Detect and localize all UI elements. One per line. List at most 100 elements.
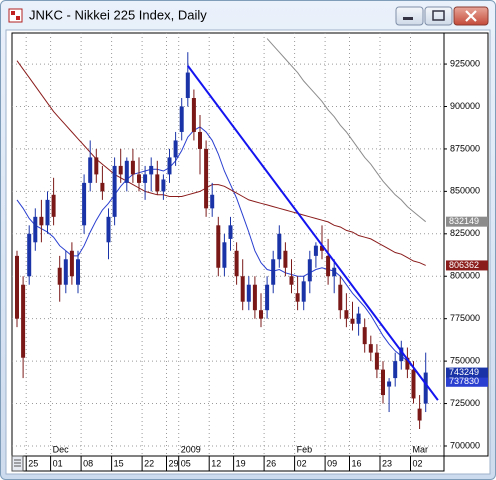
moving-average — [16, 60, 426, 266]
candle-body — [185, 72, 190, 99]
candle-body — [350, 318, 355, 324]
candle-body — [21, 284, 26, 358]
candle-body — [149, 165, 154, 175]
candle-body — [82, 182, 87, 226]
close-button[interactable] — [453, 6, 489, 26]
y-tick-label: 750000 — [450, 355, 480, 365]
plot-marks — [15, 38, 439, 430]
x-tick-label: 23 — [382, 458, 392, 468]
x-axis-panel — [11, 455, 445, 472]
candle-body — [374, 352, 379, 370]
y-tick-label: 800000 — [450, 271, 480, 281]
y-tick-label: 900000 — [450, 101, 480, 111]
candle-body — [344, 310, 349, 319]
last-value-label-box — [446, 376, 488, 387]
candle-body — [277, 233, 282, 260]
candle-body — [112, 165, 117, 217]
candle-body — [198, 131, 202, 149]
candle-body — [143, 174, 148, 183]
candle-body — [265, 284, 270, 311]
y-tick-label: 925000 — [450, 58, 480, 68]
candle-body — [320, 245, 324, 251]
candle-body — [191, 98, 196, 132]
app-icon — [8, 8, 23, 23]
x-tick-label: 22 — [144, 458, 154, 468]
last-value-label-box — [446, 216, 488, 227]
candle-body — [155, 174, 160, 192]
candle-body — [259, 310, 263, 319]
x-tick-label: 01 — [53, 458, 63, 468]
candle-body — [94, 157, 99, 175]
candle-body — [100, 182, 105, 192]
candle-body — [307, 259, 312, 282]
x-tick-label: 26 — [266, 458, 276, 468]
window-title: JNKC - Nikkei 225 Index, Daily — [29, 7, 207, 22]
y-tick-label: 875000 — [450, 143, 480, 153]
candle-body — [228, 225, 233, 239]
candle-body — [252, 284, 257, 311]
candle-body — [271, 259, 276, 285]
candle-body — [368, 344, 373, 353]
trendline — [186, 65, 439, 401]
x-tick-label: 25 — [28, 458, 38, 468]
month-label: Feb — [297, 444, 313, 454]
candle-body — [76, 259, 80, 285]
candle-body — [210, 194, 215, 209]
candle-body — [33, 216, 38, 243]
x-tick-label: 19 — [236, 458, 246, 468]
candle-body — [167, 157, 172, 175]
candle-body — [173, 140, 178, 158]
candle-body — [161, 179, 166, 192]
candle-body — [393, 361, 398, 379]
candle-body — [106, 216, 111, 243]
candle-body — [27, 233, 32, 277]
candle-body — [204, 148, 209, 209]
candle-body — [57, 267, 62, 285]
y-tick-label: 700000 — [450, 440, 480, 450]
x-tick-label: 16 — [352, 458, 362, 468]
x-tick-label: 02 — [413, 458, 423, 468]
y-tick-label: 775000 — [450, 313, 480, 323]
maximize-button[interactable] — [424, 6, 453, 26]
candle-body — [326, 255, 331, 277]
candle-body — [222, 242, 227, 268]
last-close-label-box — [446, 367, 488, 378]
last-value-label: 832149 — [449, 216, 479, 226]
month-label: Mar — [413, 444, 429, 454]
month-label: 2009 — [181, 444, 201, 454]
moving-average — [16, 126, 427, 383]
candle-body — [411, 369, 416, 399]
candle-body — [301, 281, 306, 302]
candle-body — [356, 313, 361, 324]
x-tick-label: 09 — [327, 458, 337, 468]
candle-body — [405, 357, 410, 370]
x-tick-label: 05 — [181, 458, 191, 468]
x-tick-label: 29 — [169, 458, 179, 468]
x-tick-label: 15 — [114, 458, 124, 468]
x-tick-label: 08 — [83, 458, 93, 468]
candle-body — [240, 276, 245, 302]
month-label: Dec — [53, 444, 70, 454]
candle-body — [137, 174, 141, 183]
candle-body — [63, 259, 68, 285]
candle-body — [417, 408, 422, 421]
candle-body — [313, 245, 318, 256]
minimize-button[interactable] — [395, 6, 424, 26]
last-value-label: 806362 — [449, 260, 479, 270]
candle-body — [295, 293, 300, 302]
x-tick-label: 02 — [297, 458, 307, 468]
candle-body — [423, 372, 428, 404]
candle-body — [338, 284, 343, 311]
candle-body — [45, 199, 50, 226]
labels: 700000 725000 750000 775000 800000 825000 8500… — [25, 58, 488, 471]
candle-body — [39, 216, 44, 226]
scroll-icon[interactable] — [11, 455, 24, 472]
x-tick-label: 12 — [211, 458, 221, 468]
candle-body — [130, 160, 135, 175]
candle-body — [124, 160, 129, 183]
last-close-label: 743249 — [449, 367, 479, 377]
candle-body — [381, 369, 385, 396]
candle-body — [289, 276, 294, 285]
candle-body — [51, 194, 56, 217]
